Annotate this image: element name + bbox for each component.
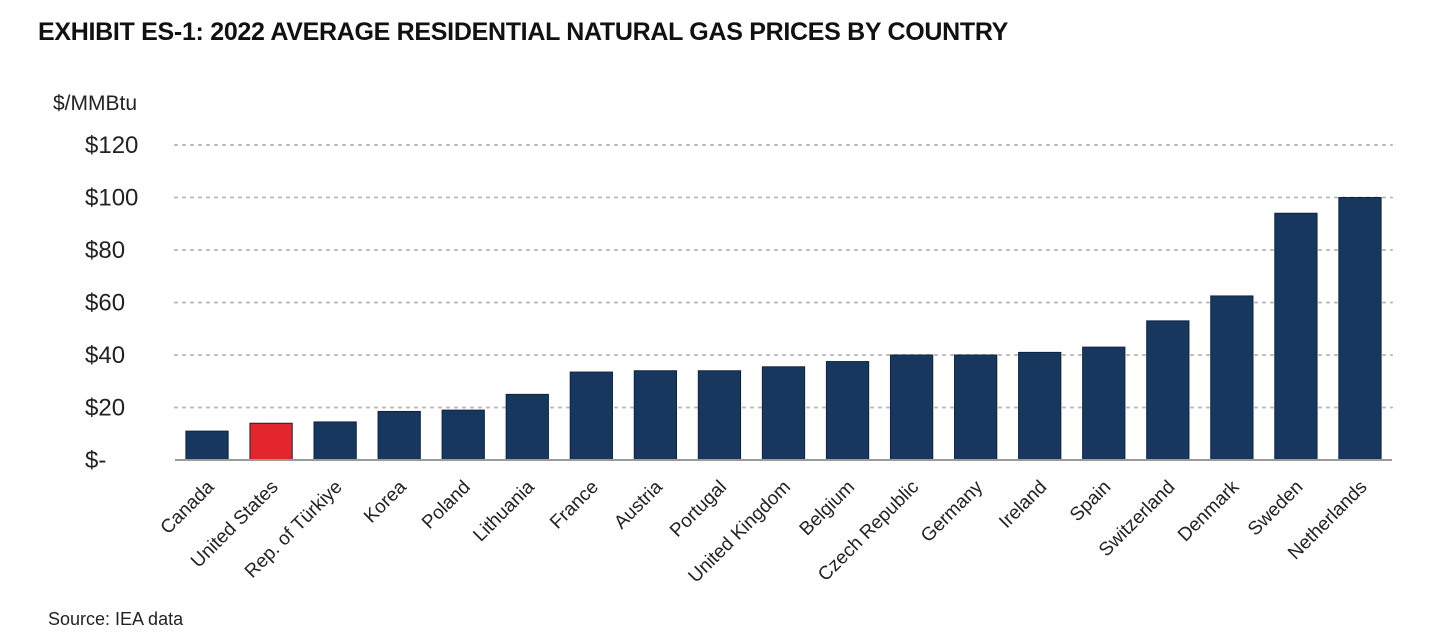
bar-sweden xyxy=(1274,212,1318,461)
y-axis-ticks: $- $20 $40 $60 $80 $100 $120 xyxy=(85,132,138,474)
y-tick-label: $- xyxy=(85,447,106,474)
x-tick-label: Portugal xyxy=(666,477,731,542)
bar-canada xyxy=(185,430,229,461)
bar-lithuania xyxy=(505,393,549,461)
x-tick-label: Korea xyxy=(360,476,411,527)
bar-rep-of-t-rkiye xyxy=(313,421,357,461)
bar-switzerland xyxy=(1146,320,1190,461)
y-tick-label: $120 xyxy=(85,132,138,159)
y-tick-label: $100 xyxy=(85,185,138,212)
x-tick-label: Ireland xyxy=(995,477,1051,533)
bar-belgium xyxy=(825,361,870,461)
x-tick-label: Denmark xyxy=(1174,476,1244,546)
y-tick-label: $60 xyxy=(85,290,125,317)
y-tick-label: $20 xyxy=(85,395,125,422)
y-tick-label: $40 xyxy=(85,342,125,369)
x-tick-label: Austria xyxy=(610,476,667,533)
bars xyxy=(185,197,1382,461)
x-tick-label: Belgium xyxy=(796,477,859,540)
bar-united-kingdom xyxy=(761,366,806,461)
bar-united-states xyxy=(249,422,293,461)
source-note: Source: IEA data xyxy=(48,609,184,629)
x-tick-label: Germany xyxy=(917,476,987,546)
bar-austria xyxy=(633,370,678,461)
y-axis-unit-label: $/MMBtu xyxy=(53,92,137,115)
bar-ireland xyxy=(1018,351,1062,461)
y-tick-label: $80 xyxy=(85,237,125,264)
gridlines xyxy=(174,144,1393,409)
x-tick-label: France xyxy=(546,477,603,534)
bar-portugal xyxy=(697,370,742,461)
x-tick-label: Spain xyxy=(1066,477,1115,526)
bar-spain xyxy=(1082,346,1126,461)
bar-netherlands xyxy=(1338,197,1382,461)
bar-denmark xyxy=(1210,295,1254,461)
x-tick-label: Lithuania xyxy=(469,476,539,546)
x-tick-label: Poland xyxy=(418,477,475,534)
x-tick-label: Canada xyxy=(157,476,219,538)
x-tick-label: Sweden xyxy=(1244,477,1307,540)
chart-title: EXHIBIT ES-1: 2022 AVERAGE RESIDENTIAL N… xyxy=(38,18,1009,46)
bar-france xyxy=(569,371,613,461)
bar-poland xyxy=(441,409,485,461)
bar-korea xyxy=(377,410,421,461)
bar-czech-republic xyxy=(889,354,934,461)
bar-germany xyxy=(954,354,998,461)
